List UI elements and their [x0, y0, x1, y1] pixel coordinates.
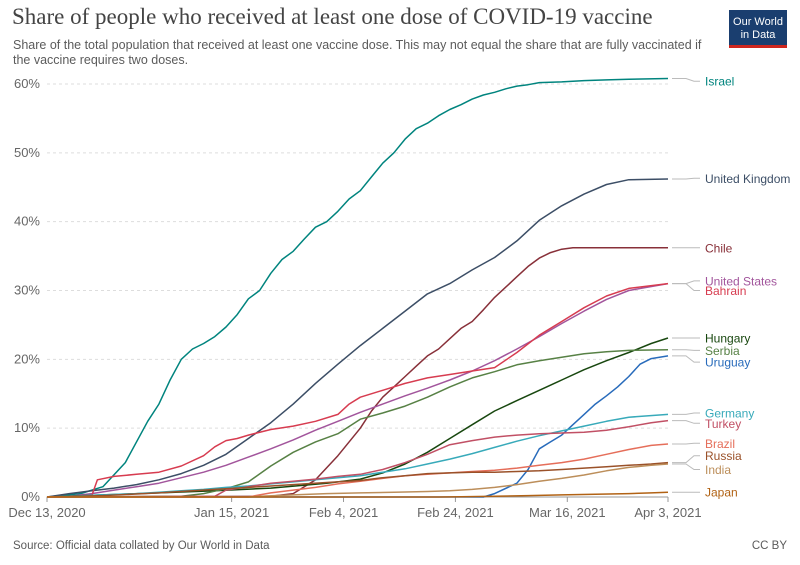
label-connector [672, 420, 700, 424]
series-line-germany[interactable] [46, 413, 669, 498]
label-connector [672, 283, 700, 291]
series-label-india[interactable]: India [705, 463, 731, 477]
series-line-russia[interactable] [46, 461, 669, 498]
series-label-chile[interactable]: Chile [705, 241, 733, 255]
series-line-hungary[interactable] [46, 337, 669, 498]
series-line-uruguay[interactable] [47, 355, 669, 498]
series-line-chile[interactable] [46, 247, 668, 498]
series-line-serbia[interactable] [46, 348, 669, 498]
series-line-united-states[interactable] [46, 282, 669, 498]
x-tick-label: Jan 15, 2021 [194, 505, 269, 520]
y-tick-label: 20% [14, 351, 40, 366]
series-label-russia[interactable]: Russia [705, 449, 742, 463]
series-line-turkey[interactable] [46, 419, 669, 498]
series-line-japan[interactable] [47, 491, 669, 498]
label-connector [672, 177, 700, 180]
license-link[interactable]: CC BY [751, 540, 787, 552]
series-layer [46, 77, 669, 498]
series-line-bahrain[interactable] [46, 282, 669, 498]
label-connector [672, 412, 700, 415]
y-tick-label: 30% [14, 283, 40, 298]
series-label-turkey[interactable]: Turkey [705, 417, 741, 431]
series-label-brazil[interactable]: Brazil [705, 437, 735, 451]
y-tick-label: 10% [14, 420, 40, 435]
x-axis: Dec 13, 2020 Jan 15, 2021 Feb 4, 2021 Feb 2… [8, 497, 702, 520]
chart-subtitle: Share of the total population that recei… [13, 38, 702, 67]
x-tick-label: Dec 13, 2020 [8, 505, 85, 520]
y-tick-label: 60% [14, 76, 40, 91]
chart-title: Share of people who received at least on… [12, 4, 653, 29]
series-label-united-kingdom[interactable]: United Kingdom [705, 172, 790, 186]
owid-logo[interactable]: Our World in Data [729, 10, 787, 48]
series-label-serbia[interactable]: Serbia [705, 344, 740, 358]
series-line-israel[interactable] [46, 77, 669, 498]
label-connector [672, 355, 700, 363]
series-label-bahrain[interactable]: Bahrain [705, 284, 746, 298]
y-tick-label: 40% [14, 214, 40, 229]
series-labels: Israel United Kingdom Chile United StatesBa… [672, 75, 790, 500]
series-line-brazil[interactable] [47, 443, 669, 498]
label-connector [672, 349, 700, 351]
series-label-united-states[interactable]: United States [705, 274, 777, 288]
logo-line-2: in Data [740, 29, 776, 41]
series-line-united-kingdom[interactable] [46, 178, 669, 498]
x-tick-label: Apr 3, 2021 [634, 505, 701, 520]
x-tick-label: Feb 24, 2021 [417, 505, 494, 520]
label-connector [672, 455, 700, 464]
series-line-india[interactable] [47, 463, 669, 498]
label-connector [672, 463, 700, 470]
series-label-uruguay[interactable]: Uruguay [705, 356, 750, 370]
grid-layer: 0% 10% 20% 30% 40% 50% 60% [14, 76, 668, 504]
series-label-germany[interactable]: Germany [705, 407, 754, 421]
x-tick-label: Mar 16, 2021 [529, 505, 606, 520]
series-label-hungary[interactable]: Hungary [705, 331, 750, 345]
label-connector [672, 78, 700, 82]
line-chart: 0% 10% 20% 30% 40% 50% 60% Dec 13, 2020 Jan 15,… [8, 75, 790, 520]
x-tick-label: Feb 4, 2021 [309, 505, 378, 520]
series-label-israel[interactable]: Israel [705, 75, 734, 89]
source-note: Source: Official data collated by Our Wo… [13, 540, 270, 552]
label-connector [672, 442, 700, 445]
y-tick-label: 0% [21, 489, 40, 504]
logo-line-1: Our World [733, 16, 783, 28]
y-tick-label: 50% [14, 145, 40, 160]
series-label-japan[interactable]: Japan [705, 486, 738, 500]
